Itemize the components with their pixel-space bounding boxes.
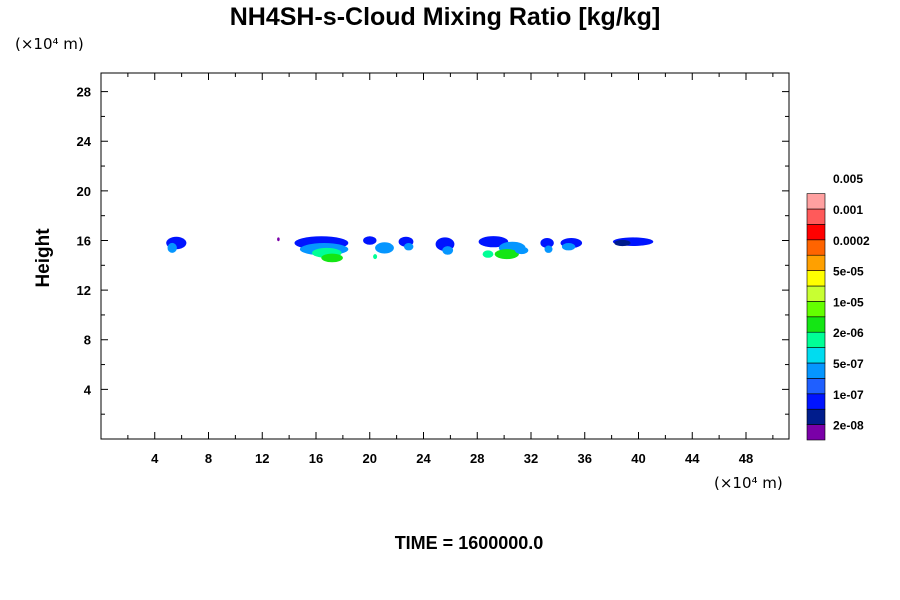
x-tick-label: 4 [151,451,159,466]
x-tick-label: 36 [578,451,592,466]
y-tick-label: 4 [84,382,92,397]
cloud-patch [442,246,454,255]
colorbar-label: 0.001 [833,203,863,217]
colorbar-swatch [806,270,826,287]
colorbar-swatch [806,301,826,318]
colorbar-label: 2e-06 [833,326,864,340]
y-tick-label: 16 [77,233,91,248]
cloud-field [166,236,654,263]
cloud-patch [614,239,631,247]
y-tick-label: 28 [77,85,91,100]
cloud-patch [561,243,576,251]
cloud-patch [482,250,494,258]
x-tick-label: 20 [363,451,377,466]
y-axis-unit: (×10⁴ m) [15,35,84,53]
cloud-patch [404,243,414,251]
cloud-patch [514,246,529,255]
colorbar-swatch [806,393,826,410]
cloud-patch [363,236,377,245]
cloud-patch [540,238,554,248]
colorbar-swatch [806,285,826,302]
y-tick-label: 20 [77,184,91,199]
cloud-patch [478,236,509,248]
x-tick-label: 24 [416,451,431,466]
colorbar-label: 2e-08 [833,419,864,433]
y-tick-label: 24 [77,134,92,149]
colorbar-swatch [806,254,826,271]
colorbar-label: 0.005 [833,172,863,186]
x-tick-label: 44 [685,451,700,466]
colorbar-swatch [806,424,826,441]
time-label: TIME = 1600000.0 [395,533,544,553]
x-tick-label: 40 [631,451,645,466]
chart-title: NH4SH-s-Cloud Mixing Ratio [kg/kg] [230,3,661,31]
colorbar-swatch [806,224,826,241]
cloud-patch [277,237,280,242]
x-axis-unit: (×10⁴ m) [714,474,783,492]
colorbar-swatch [806,239,826,256]
y-tick-label: 8 [84,333,91,348]
colorbar-swatch [806,331,826,348]
plot-frame [100,72,790,440]
colorbar-label: 1e-07 [833,388,864,402]
colorbar-swatch [806,378,826,395]
cloud-patch [375,242,394,254]
x-axis: 4 8 12 16 20 24 28 32 36 40 44 48 [127,73,774,466]
colorbar-label: 5e-05 [833,265,864,279]
colorbar-label: 5e-07 [833,357,864,371]
colorbar-swatch [806,193,826,210]
x-tick-label: 28 [470,451,484,466]
y-axis-label: Height [33,228,54,288]
colorbar: 2e-08 1e-07 5e-07 2e-06 1e-05 5e-05 0.0002 0.00… [806,172,870,441]
colorbar-label: 0.0002 [833,234,870,248]
y-axis: 4 8 12 16 20 24 28 [77,85,789,415]
cloud-patch [321,253,343,263]
cloud-patch [373,254,378,260]
colorbar-swatch [806,208,826,225]
cloud-patch [494,249,519,260]
colorbar-swatch [806,347,826,364]
x-tick-label: 16 [309,451,323,466]
x-tick-label: 48 [739,451,753,466]
colorbar-label: 1e-05 [833,295,864,309]
cloud-patch [544,245,553,253]
x-tick-label: 8 [205,451,212,466]
cloud-patch [167,242,177,253]
x-tick-label: 32 [524,451,538,466]
colorbar-swatch [806,316,826,333]
colorbar-swatch [806,362,826,379]
y-tick-label: 12 [77,283,91,298]
colorbar-swatch [806,408,826,425]
x-tick-label: 12 [255,451,269,466]
